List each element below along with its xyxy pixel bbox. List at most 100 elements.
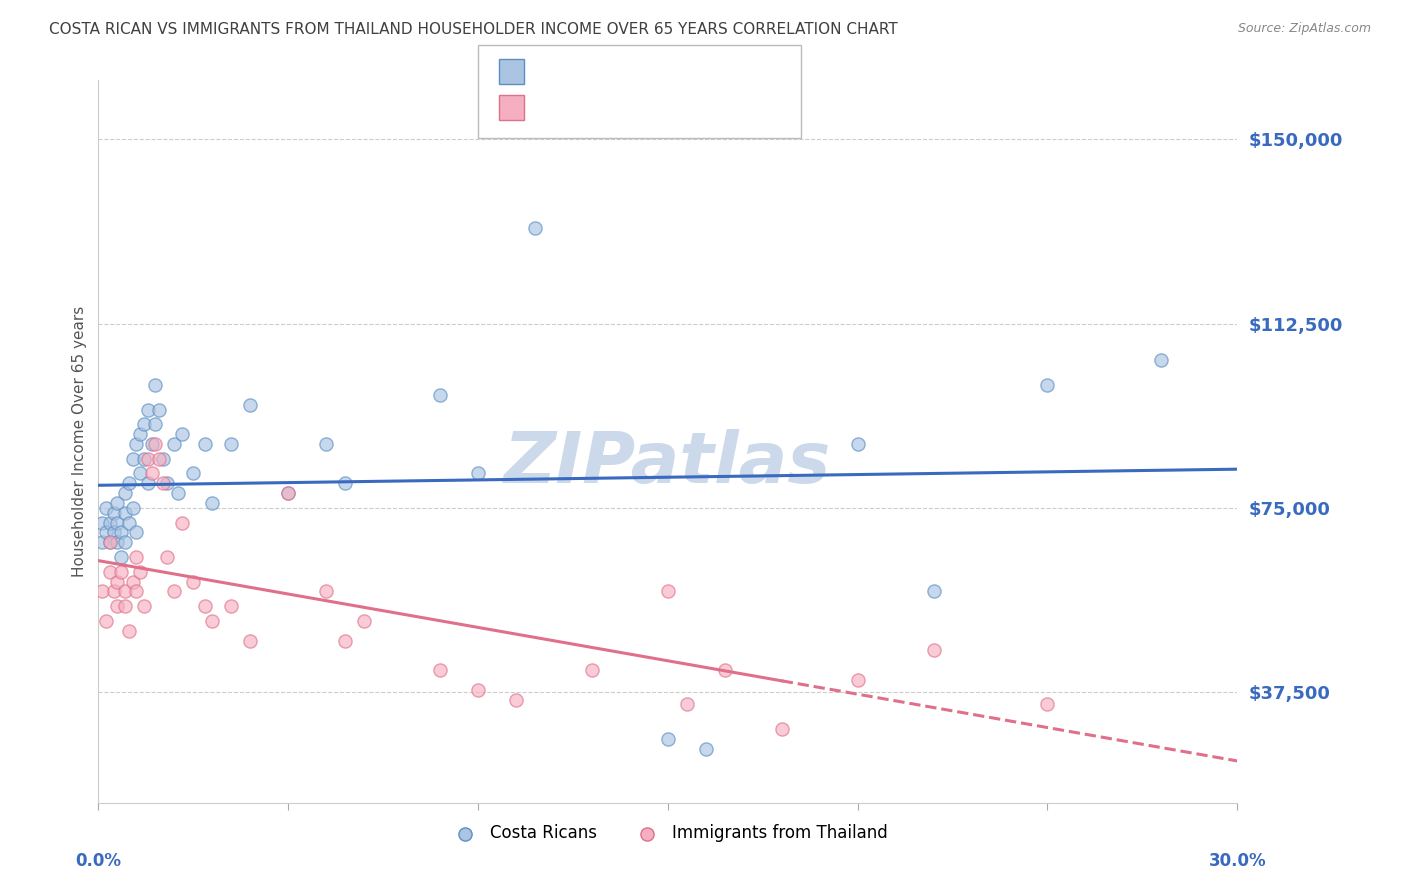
- Point: [922, 584, 945, 599]
- Point: [429, 388, 451, 402]
- Point: [118, 624, 141, 638]
- Text: R =: R =: [531, 98, 568, 116]
- Text: N = 54: N = 54: [623, 62, 692, 80]
- Point: [125, 525, 148, 540]
- Point: [201, 614, 224, 628]
- Point: [846, 673, 869, 687]
- Text: R =: R =: [531, 62, 568, 80]
- Point: [335, 476, 357, 491]
- Point: [114, 506, 136, 520]
- Point: [922, 643, 945, 657]
- Point: [107, 496, 129, 510]
- Point: [114, 584, 136, 599]
- Point: [110, 565, 132, 579]
- Point: [141, 467, 163, 481]
- Point: [129, 467, 152, 481]
- Text: N = 52: N = 52: [633, 98, 690, 116]
- Point: [136, 402, 159, 417]
- Point: [125, 437, 148, 451]
- Point: [121, 574, 143, 589]
- Point: [107, 535, 129, 549]
- Point: [183, 574, 205, 589]
- Point: [277, 486, 299, 500]
- Point: [136, 451, 159, 466]
- Point: [94, 614, 117, 628]
- Text: 30.0%: 30.0%: [1209, 852, 1265, 870]
- Point: [335, 633, 357, 648]
- Point: [110, 549, 132, 564]
- Point: [156, 549, 179, 564]
- Point: [239, 398, 262, 412]
- Point: [91, 516, 114, 530]
- Point: [141, 437, 163, 451]
- Point: [156, 476, 179, 491]
- Text: 0.0%: 0.0%: [76, 852, 121, 870]
- Point: [315, 584, 337, 599]
- Point: [167, 486, 190, 500]
- Point: [145, 417, 167, 432]
- Point: [163, 584, 186, 599]
- Point: [1150, 353, 1173, 368]
- Legend: Costa Ricans, Immigrants from Thailand: Costa Ricans, Immigrants from Thailand: [441, 817, 894, 848]
- Point: [103, 525, 125, 540]
- Point: [353, 614, 375, 628]
- Point: [118, 476, 141, 491]
- Point: [98, 535, 121, 549]
- Point: [98, 516, 121, 530]
- Y-axis label: Householder Income Over 65 years: Householder Income Over 65 years: [72, 306, 87, 577]
- Point: [315, 437, 337, 451]
- Point: [136, 476, 159, 491]
- Point: [110, 525, 132, 540]
- Point: [1036, 698, 1059, 712]
- Point: [129, 427, 152, 442]
- Point: [467, 682, 489, 697]
- Point: [239, 633, 262, 648]
- Point: [170, 427, 193, 442]
- Point: [132, 451, 155, 466]
- Text: 0.241: 0.241: [574, 62, 626, 80]
- Point: [132, 599, 155, 614]
- Point: [152, 476, 174, 491]
- Point: [505, 692, 527, 706]
- Point: [114, 599, 136, 614]
- Point: [98, 565, 121, 579]
- Point: [657, 584, 679, 599]
- Point: [103, 506, 125, 520]
- Point: [152, 451, 174, 466]
- Point: [770, 722, 793, 736]
- Point: [132, 417, 155, 432]
- Point: [194, 437, 217, 451]
- Point: [221, 599, 243, 614]
- Point: [201, 496, 224, 510]
- Point: [467, 467, 489, 481]
- Point: [183, 467, 205, 481]
- Point: [277, 486, 299, 500]
- Point: [194, 599, 217, 614]
- Text: -0.240: -0.240: [574, 98, 633, 116]
- Point: [148, 451, 170, 466]
- Point: [846, 437, 869, 451]
- Point: [429, 663, 451, 677]
- Point: [148, 402, 170, 417]
- Point: [714, 663, 737, 677]
- Point: [524, 220, 547, 235]
- Point: [114, 486, 136, 500]
- Point: [129, 565, 152, 579]
- Point: [1036, 378, 1059, 392]
- Point: [94, 525, 117, 540]
- Point: [170, 516, 193, 530]
- Point: [695, 741, 717, 756]
- Point: [107, 599, 129, 614]
- Point: [125, 549, 148, 564]
- Point: [657, 731, 679, 746]
- Point: [94, 500, 117, 515]
- Text: ZIPatlas: ZIPatlas: [505, 429, 831, 498]
- Point: [91, 584, 114, 599]
- Point: [121, 451, 143, 466]
- Point: [107, 516, 129, 530]
- Point: [121, 500, 143, 515]
- Point: [581, 663, 603, 677]
- Point: [103, 584, 125, 599]
- Point: [98, 535, 121, 549]
- Point: [145, 378, 167, 392]
